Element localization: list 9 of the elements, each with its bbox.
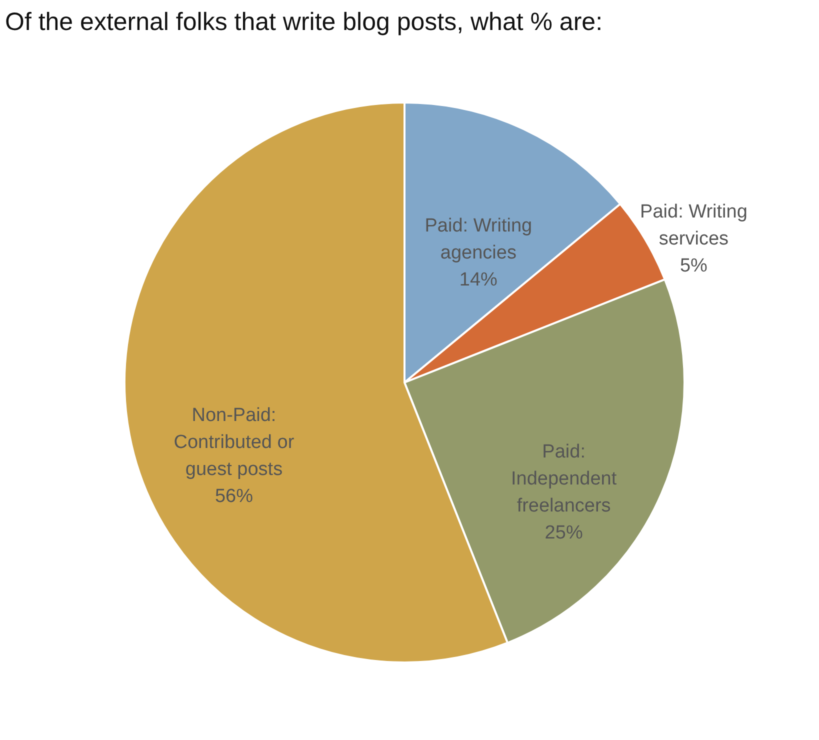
data-label: 5%	[680, 255, 708, 276]
slice-label: Paid: Independent freelancers	[510, 441, 618, 516]
data-label: 56%	[214, 486, 254, 508]
data-label: 14%	[459, 269, 498, 290]
data-label: 25%	[544, 522, 583, 544]
slice-label: Paid: Writing agencies	[424, 215, 532, 264]
chart-title: Of the external folks that write blog posts, what % are:	[5, 8, 603, 36]
slice-label: Paid: Writing services	[640, 201, 748, 250]
slice-label: Non-Paid: Contributed or guest posts	[174, 405, 295, 480]
